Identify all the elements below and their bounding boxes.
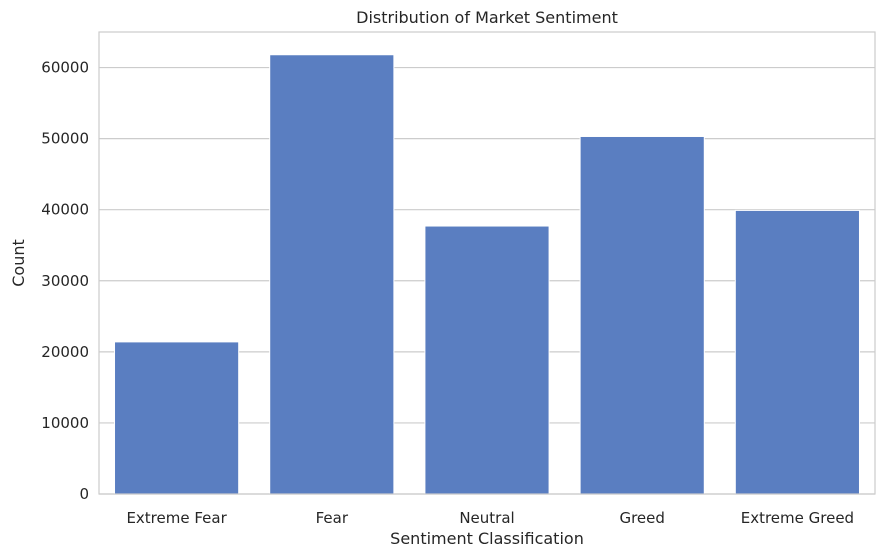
y-tick-label: 30000 [41,272,89,290]
y-tick-label: 20000 [41,343,89,361]
y-tick-label: 50000 [41,130,89,148]
x-tick-label: Extreme Fear [126,509,227,527]
bar-fear [269,54,395,495]
bar-extreme-fear [114,341,240,495]
x-tick-label: Extreme Greed [741,509,854,527]
x-axis-ticks: Extreme Fear Fear Neutral Greed Extreme Gree… [126,509,854,527]
y-axis-title: Count [9,239,28,287]
y-tick-label: 10000 [41,414,89,432]
plot-frame [98,31,876,495]
bars [114,54,860,495]
x-tick-label: Neutral [459,509,514,527]
y-tick-label: 0 [79,485,89,503]
y-axis-ticks: 0 10000 20000 30000 40000 50000 60000 [41,59,89,503]
bar-greed [579,135,705,495]
x-axis-title: Sentiment Classification [390,529,584,548]
y-tick-label: 60000 [41,59,89,77]
x-tick-label: Greed [619,509,664,527]
x-tick-label: Fear [316,509,349,527]
bar-neutral [424,225,550,495]
bar-extreme-greed [734,209,860,495]
chart-title: Distribution of Market Sentiment [356,8,618,27]
y-tick-label: 40000 [41,201,89,219]
